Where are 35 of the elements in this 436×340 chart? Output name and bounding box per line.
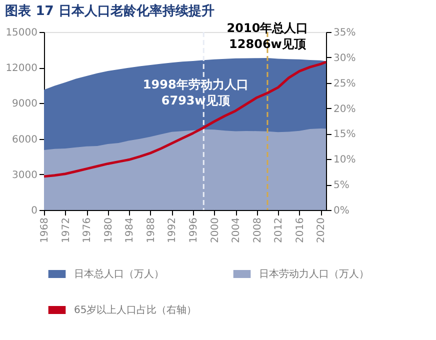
y2-tick-label: 30% — [334, 52, 356, 64]
x-tick-label: 1980 — [103, 218, 114, 243]
x-tick-label: 2000 — [210, 218, 221, 243]
y2-tick-label: 5% — [334, 180, 350, 192]
y2-tick-label: 25% — [334, 78, 356, 90]
x-tick-label: 1988 — [146, 218, 157, 243]
legend-label: 日本劳动力人口（万人） — [259, 268, 369, 280]
y-tick-label: 12000 — [6, 63, 38, 74]
x-tick-label: 1972 — [60, 218, 72, 243]
x-tick-label: 2004 — [231, 218, 242, 243]
x-tick-label: 1968 — [40, 218, 50, 243]
annotation: 1998年劳动力人口 6793w见顶 — [142, 77, 248, 108]
legend-label: 日本总人口（万人） — [74, 268, 164, 280]
x-tick-label: 1976 — [82, 218, 94, 243]
x-tick-label: 2008 — [252, 218, 264, 243]
y-tick-label: 6000 — [12, 134, 38, 146]
y-tick-label: 3000 — [12, 170, 38, 181]
y2-tick-label: 20% — [334, 104, 356, 115]
x-tick-label: 1984 — [124, 218, 136, 243]
x-tick-label: 1992 — [167, 218, 178, 243]
y-tick-label: 9000 — [12, 98, 38, 110]
y-tick-label: 15000 — [6, 28, 38, 38]
y2-tick-label: 15% — [334, 129, 356, 140]
annotation: 2010年总人口 12806w见顶 — [226, 21, 308, 52]
line-series — [42, 60, 328, 178]
y2-tick-label: 0% — [334, 206, 350, 216]
x-tick-label: 2012 — [274, 218, 285, 243]
x-tick-label: 2016 — [294, 218, 306, 243]
y2-tick-label: 10% — [334, 154, 356, 166]
x-tick-label: 2020 — [316, 218, 328, 243]
x-tick-label: 1996 — [188, 218, 200, 243]
legend-label: 65岁以上人口占比（右轴） — [74, 304, 197, 316]
chart-title: 图表 17 日本人口老龄化率持续提升 — [5, 3, 214, 20]
y2-tick-label: 35% — [334, 28, 356, 38]
y-tick-label: 0 — [31, 206, 38, 216]
